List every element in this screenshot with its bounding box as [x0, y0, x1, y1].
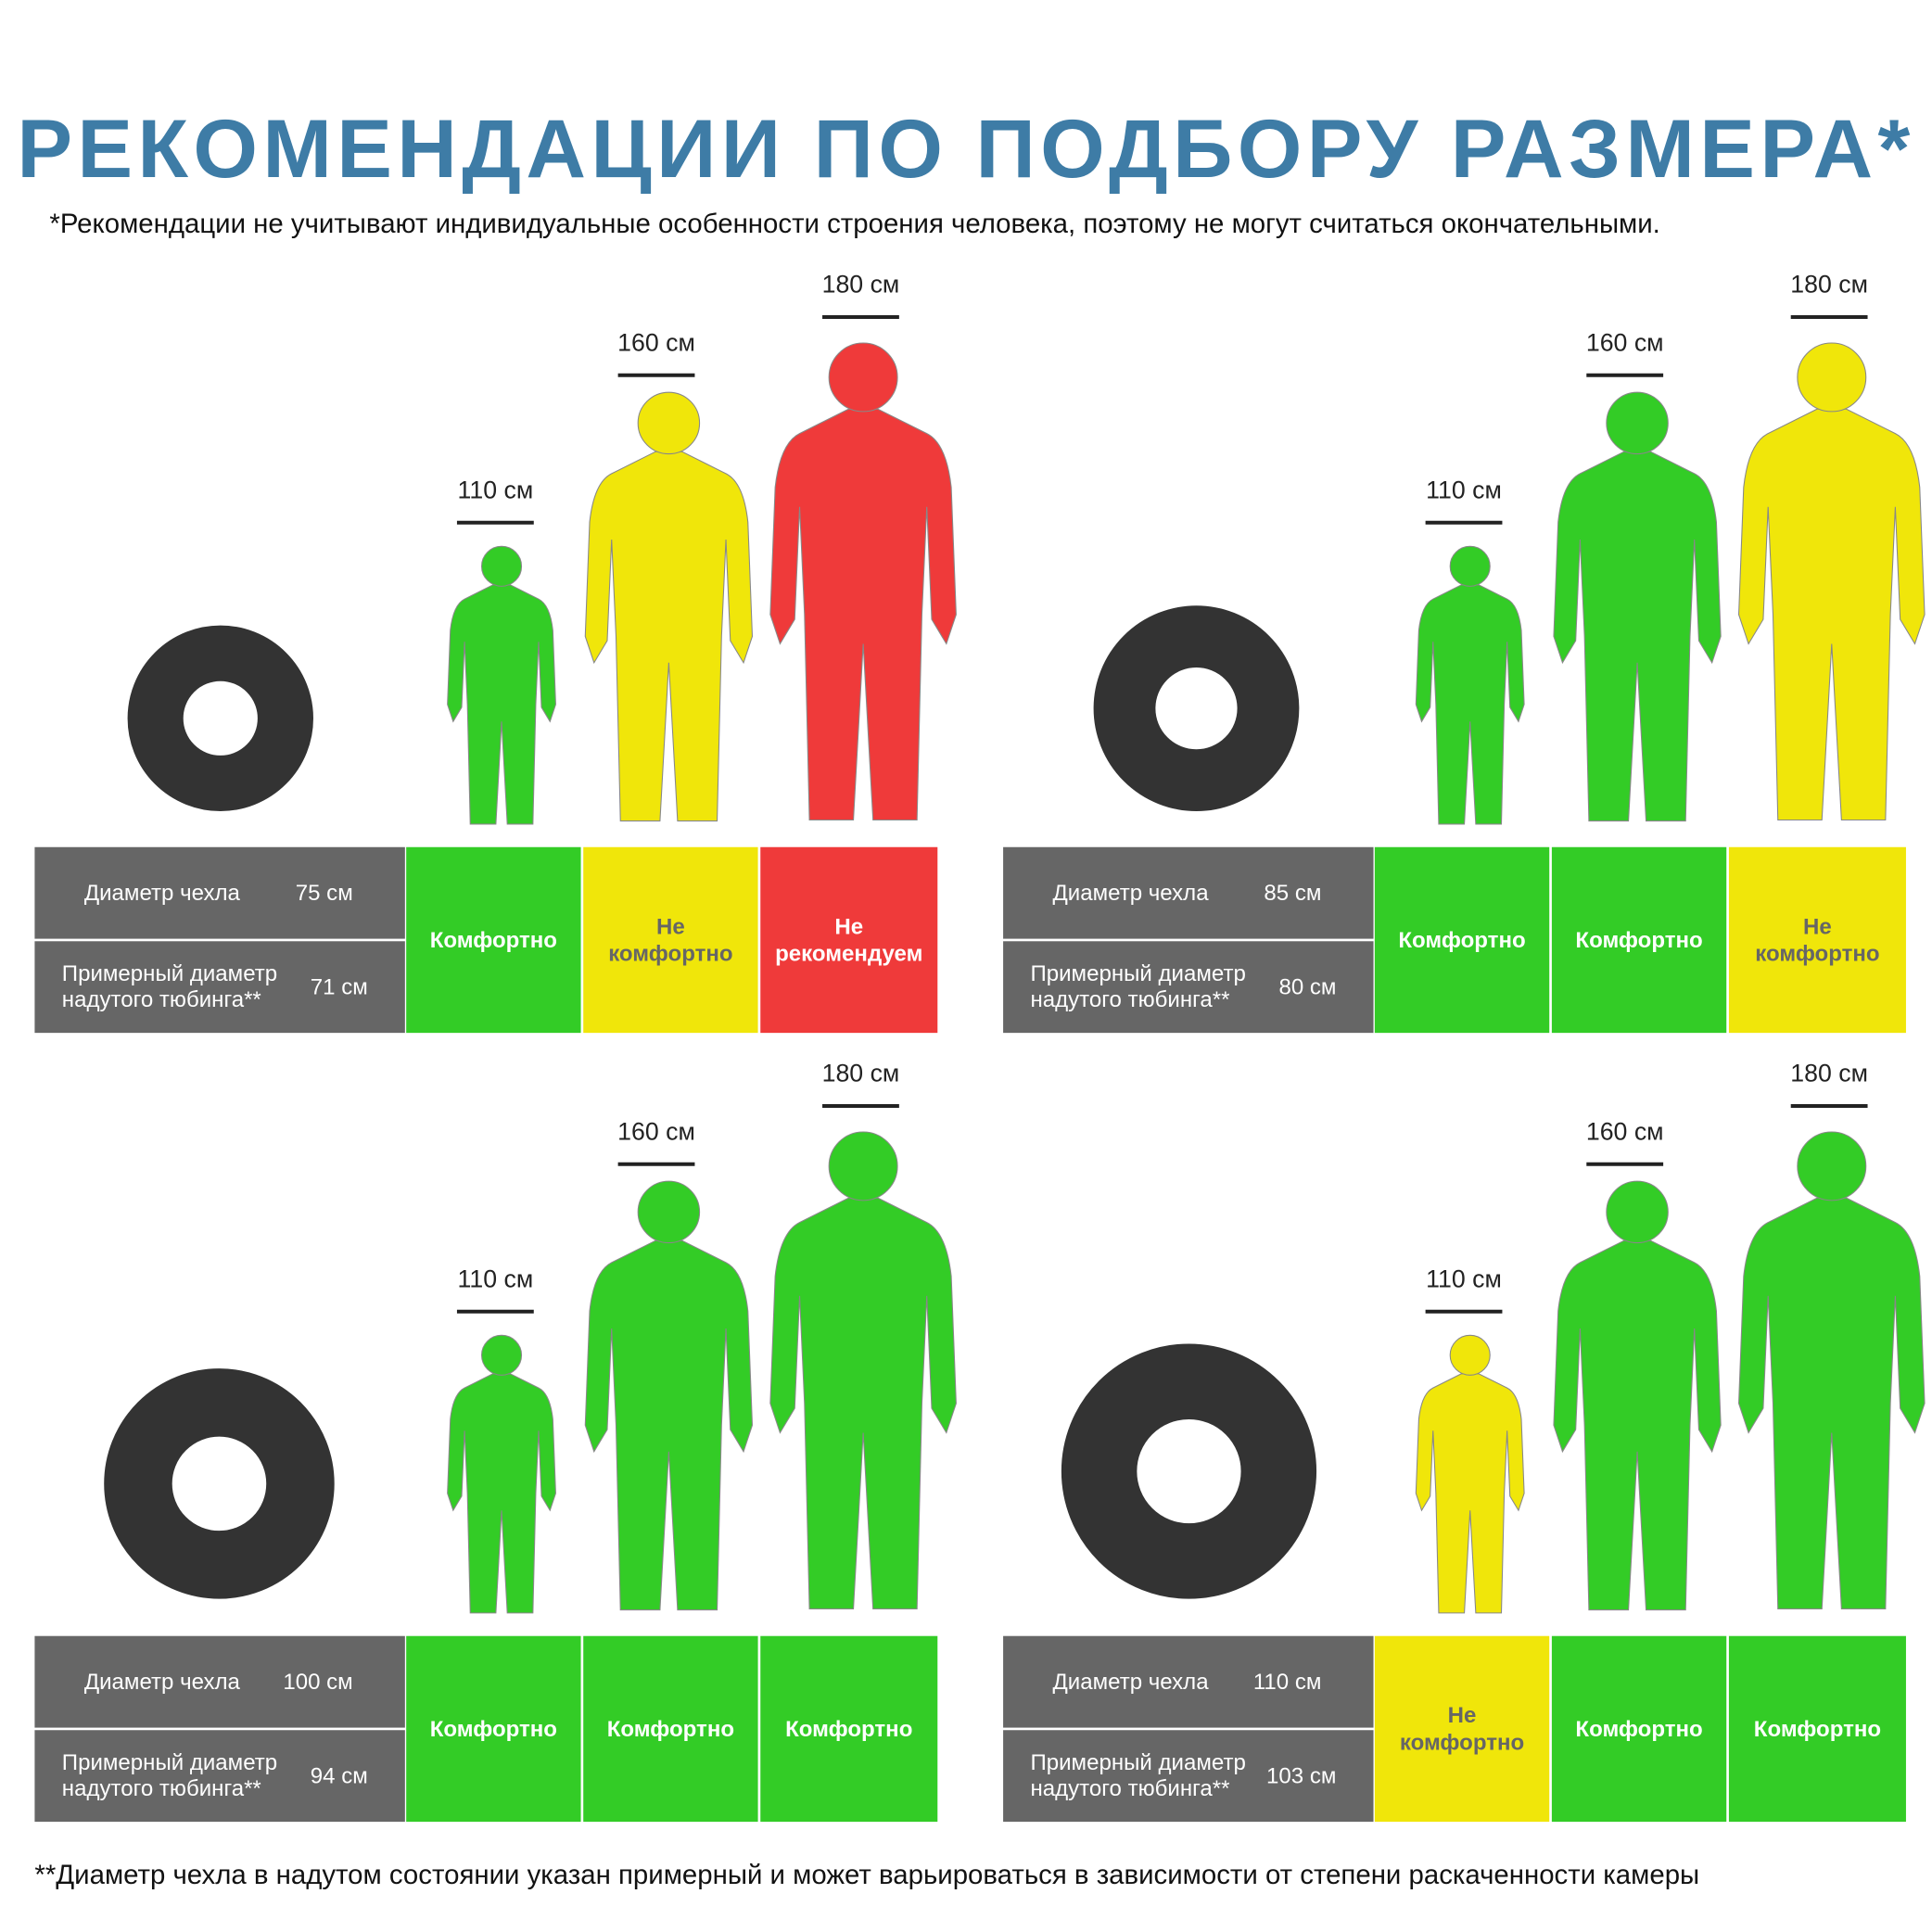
status-cell: Комфортно	[406, 1635, 581, 1823]
tube-value: 80 см	[1278, 973, 1337, 999]
height-label: 160 см	[617, 1117, 695, 1145]
tube-value: 103 см	[1266, 1762, 1337, 1788]
height-label: 180 см	[1790, 271, 1868, 299]
height-label: 110 см	[458, 1265, 534, 1292]
title: РЕКОМЕНДАЦИИ ПО ПОДБОРУ РАЗМЕРА*	[17, 102, 1915, 197]
status-cell: Не рекомендуем	[760, 846, 938, 1034]
status-cell: Комфортно	[1728, 1635, 1906, 1823]
status-cell: Комфортно	[1374, 846, 1550, 1034]
person-head	[637, 1180, 701, 1244]
person-silhouette	[1737, 408, 1926, 821]
person-head	[1449, 1334, 1491, 1376]
height-label: 180 см	[822, 1060, 900, 1087]
cover-row: Диаметр чехла 100 см	[34, 1635, 405, 1728]
person-silhouette	[1737, 1197, 1926, 1610]
subtitle: *Рекомендации не учитывают индивидуальны…	[49, 208, 1660, 239]
status-cell: Комфортно	[760, 1635, 938, 1823]
person-head	[480, 1334, 523, 1376]
status-cell: Комфортно	[583, 1635, 758, 1823]
height-label: 180 см	[822, 271, 900, 299]
person-silhouette	[1553, 1239, 1722, 1611]
tube-row: Примерный диаметр надутого тюбинга** 80 с…	[1003, 941, 1374, 1034]
height-label: 110 см	[458, 476, 534, 503]
person-head	[637, 391, 701, 455]
tube-ring	[1093, 605, 1300, 812]
person-silhouette	[769, 408, 957, 821]
person-head	[1606, 391, 1669, 455]
height-label: 110 см	[1426, 1265, 1502, 1292]
person-silhouette	[447, 1373, 556, 1614]
tube-label: Примерный диаметр надутого тюбинга**	[1030, 1749, 1246, 1801]
person-head	[1797, 1131, 1867, 1201]
height-label: 160 см	[1586, 1117, 1664, 1145]
status-cell: Комфортно	[1551, 1635, 1727, 1823]
person-head	[828, 1131, 898, 1201]
person-silhouette	[769, 1197, 957, 1610]
person-head	[1606, 1180, 1669, 1244]
cover-value: 75 см	[295, 880, 353, 905]
tube-value: 71 см	[310, 973, 368, 999]
height-label: 160 см	[617, 328, 695, 356]
tube-row: Примерный диаметр надутого тюбинга** 103 …	[1003, 1730, 1374, 1823]
footnote: **Диаметр чехла в надутом состоянии указ…	[34, 1859, 1700, 1890]
tube-label: Примерный диаметр надутого тюбинга**	[61, 960, 278, 1012]
person-head	[1797, 342, 1867, 413]
status-cell: Комфортно	[406, 846, 581, 1034]
status-cell: Не комфортно	[1728, 846, 1906, 1034]
cover-row: Диаметр чехла 85 см	[1003, 846, 1374, 939]
tube-row: Примерный диаметр надутого тюбинга** 94 с…	[34, 1730, 405, 1823]
person-head	[828, 342, 898, 413]
cover-value: 110 см	[1252, 1669, 1322, 1694]
person-silhouette	[1553, 451, 1722, 822]
cover-value: 100 см	[283, 1669, 353, 1694]
person-silhouette	[1415, 1373, 1525, 1614]
cover-row: Диаметр чехла 75 см	[34, 846, 405, 939]
tube-ring	[1061, 1343, 1317, 1599]
cover-row: Диаметр чехла 110 см	[1003, 1635, 1374, 1728]
person-silhouette	[447, 584, 556, 825]
status-cell: Комфортно	[1551, 846, 1727, 1034]
cover-label: Диаметр чехла	[83, 880, 240, 905]
tube-value: 94 см	[310, 1762, 368, 1788]
cover-label: Диаметр чехла	[1052, 880, 1209, 905]
person-head	[480, 545, 523, 587]
person-silhouette	[1415, 584, 1525, 825]
tube-row: Примерный диаметр надутого тюбинга** 71 с…	[34, 941, 405, 1034]
person-head	[1449, 545, 1491, 587]
height-label: 110 см	[1426, 476, 1502, 503]
cover-label: Диаметр чехла	[83, 1669, 240, 1694]
height-label: 180 см	[1790, 1060, 1868, 1087]
cover-label: Диаметр чехла	[1052, 1669, 1209, 1694]
person-silhouette	[584, 451, 754, 822]
tube-ring	[127, 625, 313, 812]
tube-label: Примерный диаметр надутого тюбинга**	[61, 1749, 278, 1801]
person-silhouette	[584, 1239, 754, 1611]
height-label: 160 см	[1586, 328, 1664, 356]
cover-value: 85 см	[1264, 880, 1322, 905]
tube-label: Примерный диаметр надутого тюбинга**	[1030, 960, 1246, 1012]
tube-ring	[104, 1368, 335, 1599]
status-cell: Не комфортно	[583, 846, 758, 1034]
status-cell: Не комфортно	[1374, 1635, 1550, 1823]
